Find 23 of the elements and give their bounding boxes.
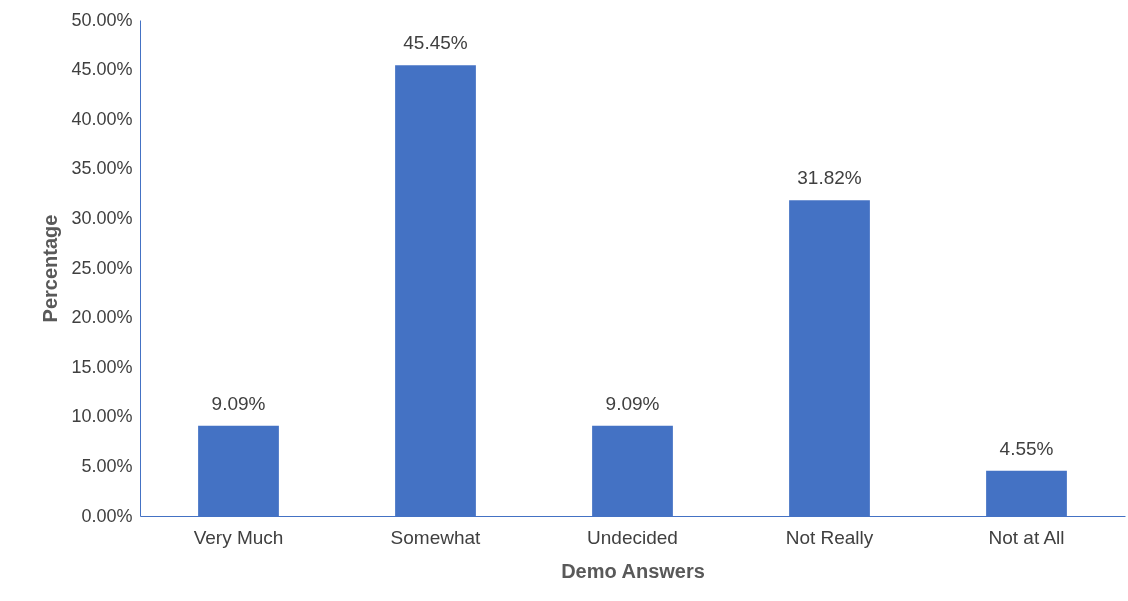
y-tick-label: 25.00% <box>71 257 133 278</box>
y-tick-label: 45.00% <box>71 59 133 80</box>
y-tick-label: 40.00% <box>71 108 133 129</box>
x-tick-label: Not at All <box>988 526 1065 548</box>
y-axis-title: Percentage <box>39 214 62 323</box>
data-label: 9.09% <box>605 392 660 414</box>
x-tick-label: Not Really <box>785 526 874 548</box>
data-label: 4.55% <box>999 437 1054 459</box>
y-tick-label: 10.00% <box>71 406 133 427</box>
y-tick-label: 15.00% <box>71 356 133 377</box>
x-axis-title: Demo Answers <box>561 559 705 582</box>
y-tick-label: 50.00% <box>71 9 133 30</box>
x-tick-label: Somewhat <box>390 526 482 548</box>
y-tick-label: 5.00% <box>81 455 133 476</box>
x-tick-label: Undecided <box>587 526 678 548</box>
y-tick-label: 0.00% <box>81 505 133 526</box>
data-label: 45.45% <box>403 32 468 54</box>
y-tick-label: 30.00% <box>71 207 133 228</box>
y-tick-label: 20.00% <box>71 307 133 328</box>
data-label: 9.09% <box>211 392 266 414</box>
y-tick-label: 35.00% <box>71 158 133 179</box>
data-label: 31.82% <box>797 167 862 189</box>
x-tick-label: Very Much <box>193 526 284 548</box>
